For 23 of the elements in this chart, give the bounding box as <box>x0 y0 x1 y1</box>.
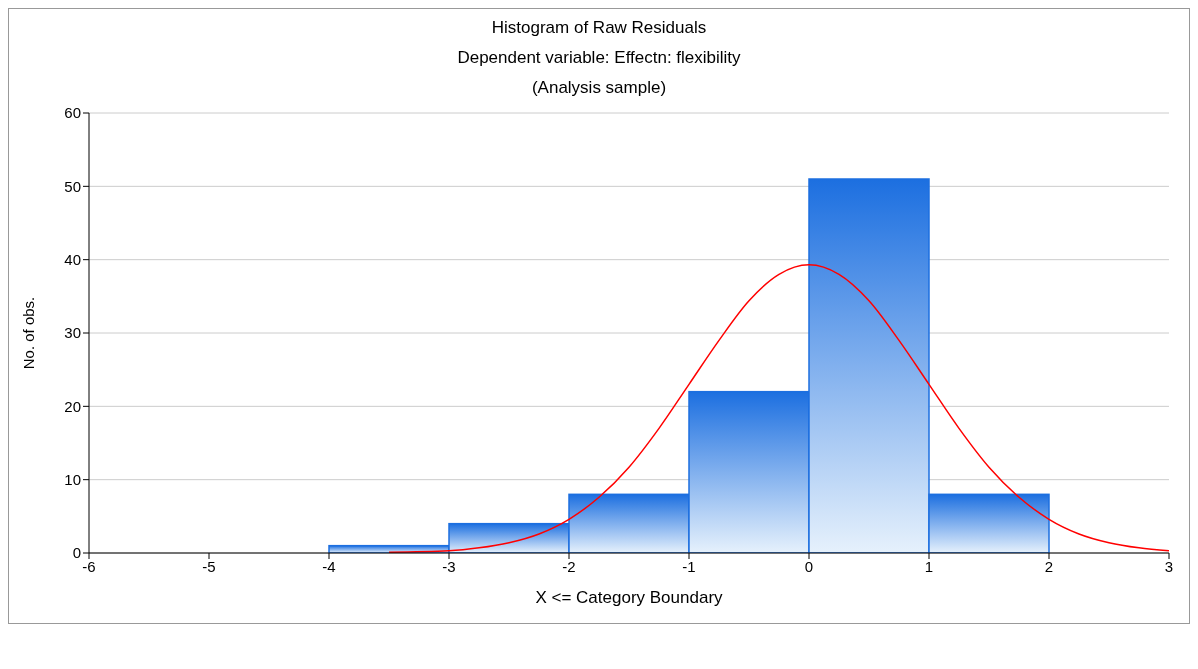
text: (Analysis sample) <box>530 77 668 99</box>
x-tick-label: -4 <box>322 557 336 575</box>
y-tick-label: 30 <box>64 324 81 342</box>
x-tick-label: -1 <box>682 557 696 575</box>
x-tick-label: -6 <box>82 557 96 575</box>
line-series <box>388 264 1169 553</box>
x-tick-label: 2 <box>1044 557 1054 575</box>
y-tick-label: 20 <box>64 397 81 415</box>
x-tick-label: -5 <box>202 557 216 575</box>
y-tick-label: 40 <box>64 250 81 268</box>
y-axis-title: No. of obs. <box>20 296 38 370</box>
x-tick-label: -2 <box>562 557 576 575</box>
x-tick-label: 1 <box>924 557 934 575</box>
y-tick-label: 60 <box>64 104 81 122</box>
y-tick-label: 0 <box>72 544 81 562</box>
chart-subtitle: Dependent variable: Effectn: flexibility <box>456 47 742 69</box>
x-tick-label: -3 <box>442 557 456 575</box>
x-tick-label: 0 <box>804 557 814 575</box>
y-tick-label: 10 <box>64 470 81 488</box>
chart-title: Histogram of Raw Residuals <box>490 17 708 39</box>
x-axis-title: X <= Category Boundary <box>535 588 724 607</box>
y-tick-label: 50 <box>64 177 81 195</box>
x-tick-label: 3 <box>1164 557 1174 575</box>
